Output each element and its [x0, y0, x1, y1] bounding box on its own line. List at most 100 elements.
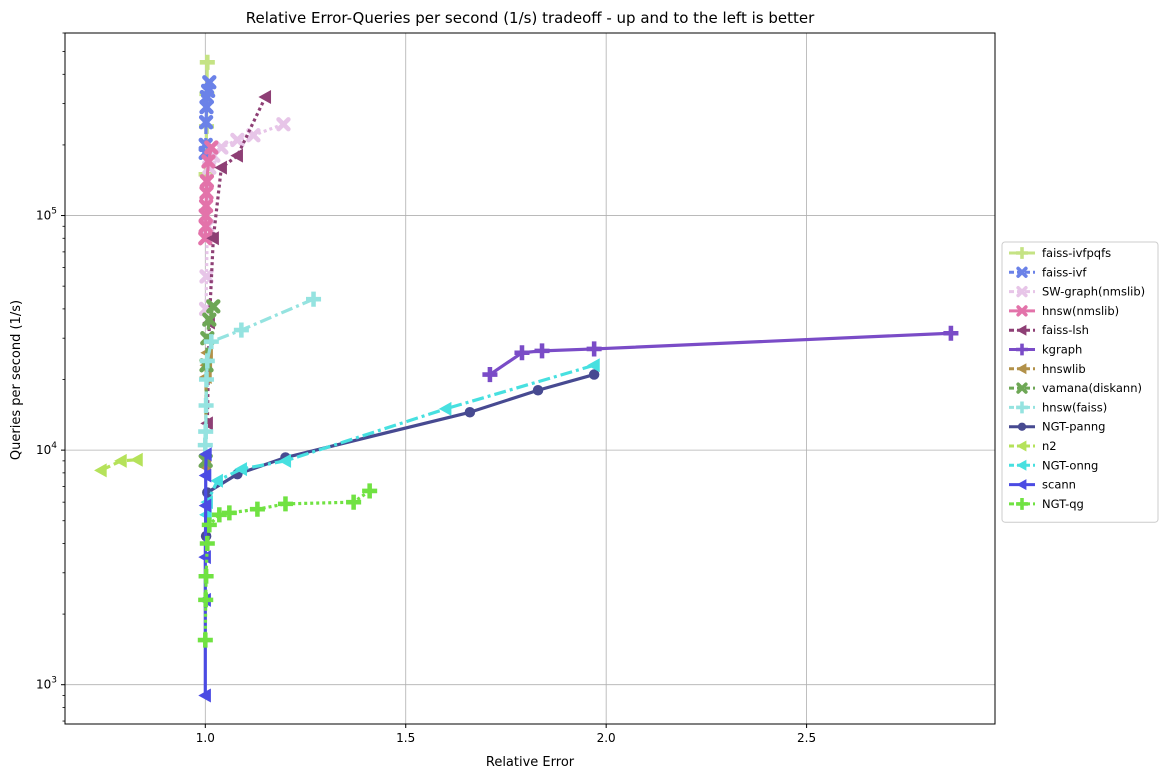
legend-marker: [1016, 479, 1027, 491]
series-ngt-onng: [199, 358, 600, 522]
data-point: [362, 483, 378, 499]
legend-marker: [1016, 382, 1028, 394]
y-axis-label: Queries per second (1/s): [9, 300, 24, 460]
data-point: [199, 269, 214, 284]
legend-item: NGT-qg: [1009, 497, 1084, 511]
data-point: [587, 358, 600, 373]
x-tick-label: 1.0: [196, 731, 215, 745]
data-point: [438, 401, 452, 416]
legend-marker: [1017, 422, 1027, 431]
chart-title: Relative Error-Queries per second (1/s) …: [246, 9, 815, 27]
legend-label: NGT-onng: [1042, 458, 1098, 472]
series-layer: [94, 54, 959, 703]
legend-item: n2: [1009, 439, 1057, 453]
data-point: [534, 343, 550, 359]
series-line: [489, 331, 951, 376]
data-point: [233, 322, 249, 338]
data-point: [202, 312, 217, 327]
legend-label: SW-graph(nmslib): [1042, 285, 1145, 299]
data-point: [199, 54, 215, 70]
legend-marker: [1016, 497, 1028, 510]
legend-marker: [1016, 324, 1027, 336]
legend-marker: [1016, 266, 1028, 278]
data-point: [198, 498, 212, 513]
data-point: [197, 632, 213, 648]
data-point: [198, 115, 214, 130]
legend-marker: [1016, 285, 1028, 298]
data-point: [198, 231, 213, 246]
legend-label: hnsw(nmslib): [1042, 304, 1119, 318]
series-hnsw-nmslib: [198, 140, 219, 246]
legend-marker: [1016, 343, 1028, 356]
data-point: [198, 592, 214, 608]
legend-label: n2: [1042, 439, 1057, 453]
data-point: [306, 291, 322, 307]
legend-item: scann: [1009, 478, 1076, 492]
data-point: [199, 99, 214, 115]
series-ngt-qg: [197, 483, 378, 648]
data-point: [943, 325, 959, 341]
legend-marker: [1016, 247, 1028, 259]
data-point: [277, 496, 293, 512]
legend: faiss-ivfpqfs faiss-ivf SW-graph(nmslib) hn…: [1001, 241, 1159, 523]
data-point: [464, 407, 476, 418]
legend-marker: [1016, 401, 1028, 414]
series-line: [203, 297, 315, 446]
data-point: [201, 517, 217, 533]
legend-label: scann: [1042, 478, 1076, 492]
legend-marker: [1016, 363, 1027, 375]
legend-label: vamana(diskann): [1042, 381, 1142, 395]
series-line: [204, 372, 595, 537]
x-tick-label: 1.5: [396, 731, 415, 745]
legend-box: [1001, 241, 1159, 523]
legend-item: faiss-ivfpqfs: [1009, 246, 1111, 260]
data-point: [204, 140, 219, 155]
data-point: [114, 453, 127, 468]
x-tick-label: 2.0: [597, 731, 616, 745]
legend-item: SW-graph(nmslib): [1009, 285, 1145, 299]
data-point: [201, 154, 216, 169]
grid: [65, 33, 995, 724]
data-point: [482, 367, 498, 383]
legend-item: NGT-onng: [1009, 458, 1098, 472]
legend-marker: [1016, 440, 1027, 452]
data-point: [198, 371, 215, 388]
legend-item: vamana(diskann): [1009, 381, 1142, 395]
data-point: [199, 447, 212, 462]
data-point: [203, 334, 219, 350]
legend-item: faiss-ivf: [1009, 265, 1087, 279]
data-point: [346, 494, 362, 510]
data-point: [206, 231, 219, 246]
data-point: [230, 148, 243, 163]
x-tick-label: 2.5: [797, 731, 816, 745]
series-ngt-panng: [200, 369, 600, 542]
legend-item: NGT-panng: [1009, 420, 1105, 434]
data-point: [276, 117, 291, 132]
data-point: [199, 185, 214, 200]
series-line: [203, 489, 371, 641]
data-point: [514, 345, 530, 361]
legend-label: NGT-qg: [1042, 497, 1084, 511]
data-point: [210, 473, 223, 488]
data-point: [199, 353, 215, 369]
data-point: [198, 397, 214, 414]
series-line: [205, 96, 267, 424]
data-point: [214, 160, 227, 175]
y-tick-label: 104: [36, 441, 57, 457]
data-point: [130, 452, 143, 467]
data-point: [198, 468, 212, 483]
data-point: [199, 174, 215, 189]
data-point: [198, 424, 214, 440]
legend-marker: [1016, 459, 1027, 471]
plot-frame: [64, 32, 996, 725]
data-point: [211, 507, 227, 523]
legend-marker: [1016, 305, 1028, 317]
data-point: [234, 462, 247, 477]
legend-label: kgraph: [1042, 343, 1082, 357]
data-point: [198, 688, 211, 703]
legend-item: kgraph: [1009, 343, 1082, 357]
data-point: [198, 568, 214, 584]
data-point: [258, 90, 272, 105]
legend-item: hnsw(nmslib): [1009, 304, 1119, 318]
